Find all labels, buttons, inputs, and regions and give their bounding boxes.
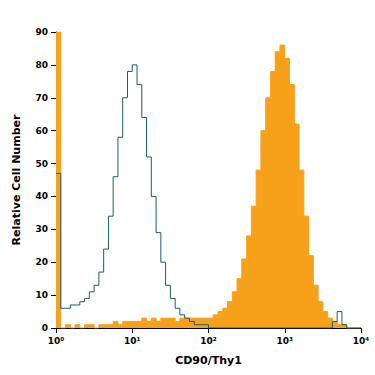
svg-text:50: 50 [35, 159, 48, 169]
svg-text:10: 10 [35, 290, 48, 300]
svg-text:80: 80 [35, 60, 48, 70]
svg-text:CD90/Thy1: CD90/Thy1 [175, 354, 242, 367]
svg-text:10⁰: 10⁰ [48, 336, 65, 346]
svg-text:70: 70 [35, 93, 48, 103]
svg-text:10¹: 10¹ [124, 336, 141, 346]
svg-text:10²: 10² [200, 336, 217, 346]
svg-text:30: 30 [35, 224, 48, 234]
svg-text:0: 0 [42, 323, 48, 333]
svg-text:Relative Cell Number: Relative Cell Number [10, 114, 23, 245]
svg-text:60: 60 [35, 126, 48, 136]
svg-text:90: 90 [35, 27, 48, 37]
svg-text:10⁴: 10⁴ [353, 336, 370, 346]
svg-text:20: 20 [35, 257, 48, 267]
svg-text:10³: 10³ [277, 336, 294, 346]
svg-text:40: 40 [35, 191, 48, 201]
